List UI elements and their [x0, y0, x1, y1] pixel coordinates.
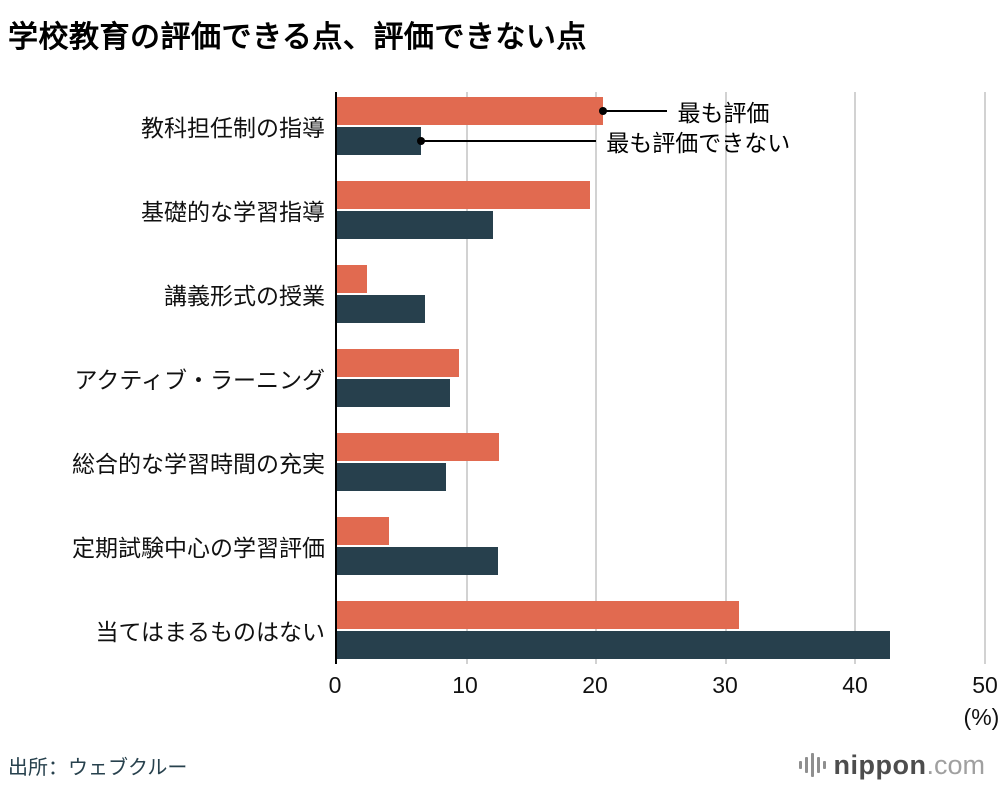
- category-label: アクティブ・ラーニング: [74, 367, 325, 393]
- bar-row: [337, 211, 985, 239]
- x-axis-tick-label: 40: [842, 672, 868, 698]
- bar-group: [337, 349, 985, 407]
- x-axis-tick-label: 10: [452, 672, 478, 698]
- gridline: [984, 92, 986, 664]
- bar-series-1: [337, 127, 422, 155]
- annotation-label: 最も評価: [677, 100, 770, 126]
- bar-row: [337, 601, 985, 629]
- bar-series-0: [337, 265, 367, 293]
- category-label: 教科担任制の指導: [141, 115, 325, 141]
- bar-series-1: [337, 211, 493, 239]
- bar-group: 最も評価最も評価できない: [337, 97, 985, 156]
- x-axis-tick-label: 50: [972, 672, 998, 698]
- gridline: [854, 92, 857, 664]
- bar-row: [337, 295, 985, 323]
- annotation-label: 最も評価できない: [606, 130, 791, 156]
- bar-row: [337, 517, 985, 545]
- source-text: 出所：ウェブクルー: [8, 756, 188, 779]
- brand-name-tld: .com: [926, 749, 985, 780]
- category-labels-column: 教科担任制の指導 基礎的な学習指導講義形式の授業アクティブ・ラーニング 総合的な学習…: [0, 92, 335, 664]
- bar-row: 最も評価: [337, 97, 985, 126]
- bar-row: [337, 349, 985, 377]
- category-label: 当てはまるものはない: [95, 619, 325, 645]
- category-label: 総合的な学習時間の充実: [72, 451, 325, 477]
- category-label: 基礎的な学習指導: [141, 199, 325, 225]
- x-axis: (%) 0 10 20 30 40 50: [329, 672, 1000, 744]
- bar-series-0: [337, 97, 603, 125]
- bar-group: [337, 181, 985, 239]
- gridline: [724, 92, 727, 664]
- brand-name: nippon.com: [834, 750, 985, 781]
- plot-area: 最も評価最も評価できない: [335, 92, 986, 664]
- gridline: [465, 92, 468, 664]
- bar-series-0: [337, 601, 739, 629]
- brand-name-main: nippon: [833, 749, 927, 780]
- bar-group: [337, 517, 985, 575]
- bar-series-0: [337, 517, 389, 545]
- x-axis-unit-label: (%): [963, 704, 1000, 730]
- bar-row: [337, 379, 985, 407]
- category-label: 定期試験中心の学習評価: [72, 535, 325, 561]
- bar-row: [337, 463, 985, 491]
- bar-group: [337, 433, 985, 491]
- gridline: [595, 92, 598, 664]
- footer: 出所：ウェブクルー nippon.com: [0, 744, 1000, 796]
- bar-series-1: [337, 463, 446, 491]
- bar-series-1: [337, 547, 498, 575]
- x-axis-tick-label: 20: [582, 672, 608, 698]
- bar-row: [337, 265, 985, 293]
- bar-series-1: [337, 379, 450, 407]
- bar-series-0: [337, 433, 499, 461]
- x-axis-tick-label: 0: [328, 672, 342, 698]
- chart-title: 学校教育の評価できる点、評価できない点: [8, 21, 587, 54]
- bar-row: [337, 631, 985, 659]
- bar-row: [337, 547, 985, 575]
- annotation-leader-line: [598, 107, 668, 115]
- category-label: 講義形式の授業: [164, 283, 325, 309]
- nippon-logo: nippon.com: [798, 750, 985, 781]
- bar-chart: 教科担任制の指導 基礎的な学習指導講義形式の授業アクティブ・ラーニング 総合的な学習…: [0, 92, 986, 664]
- bar-series-1: [337, 631, 891, 659]
- bar-row: [337, 181, 985, 209]
- bar-series-0: [337, 349, 459, 377]
- bar-row: 最も評価できない: [337, 127, 985, 156]
- annotation-leader-line: [417, 137, 597, 145]
- bar-series-1: [337, 295, 426, 323]
- bar-row: [337, 433, 985, 461]
- bar-group: [337, 601, 985, 659]
- bar-series-0: [337, 181, 590, 209]
- x-axis-tick-label: 30: [712, 672, 738, 698]
- soundwave-icon: [798, 751, 826, 779]
- bar-group: [337, 265, 985, 323]
